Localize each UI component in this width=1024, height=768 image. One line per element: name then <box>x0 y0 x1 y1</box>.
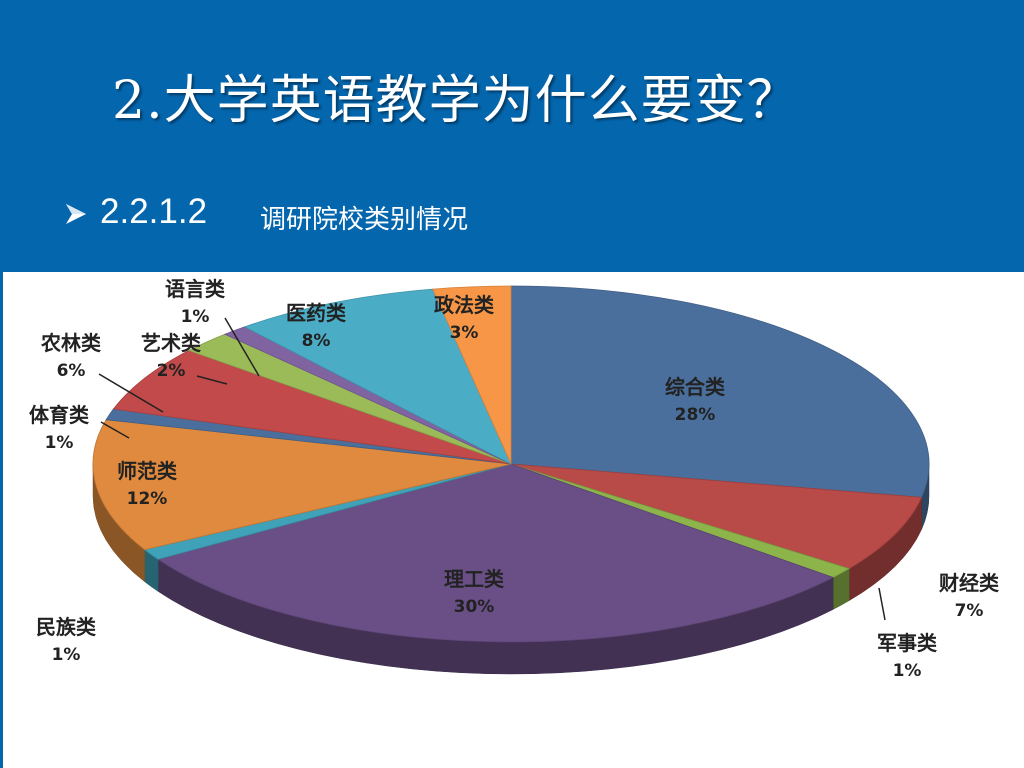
leader-line-2 <box>878 587 886 621</box>
slice-value-label-9: 1% <box>181 307 210 327</box>
slice-value-label-1: 7% <box>955 601 984 621</box>
data-labels: 综合类 28% 财经类 7% 军事类 1% 理工类 30% 民族类 1% 师范类 12% 体育类 1% 农林… <box>29 277 999 681</box>
slice-value-label-3: 30% <box>454 597 495 617</box>
leader-line-8 <box>196 375 228 385</box>
chart-area: 综合类 28% 财经类 7% 军事类 1% 理工类 30% 民族类 1% 师范类 12% 体育类 1% 农林… <box>0 272 1024 768</box>
pie-slice-0 <box>510 285 930 498</box>
slice-category-label-1: 财经类 <box>939 571 999 595</box>
slice-category-label-10: 医药类 <box>286 301 346 325</box>
leader-line-7 <box>98 373 164 413</box>
leader-line-9 <box>224 317 260 377</box>
slice-value-label-7: 6% <box>57 361 86 381</box>
arrow-bullet-icon <box>66 204 86 224</box>
leader-line-6 <box>100 421 130 439</box>
slice-category-label-0: 综合类 <box>665 375 725 399</box>
slice-category-label-8: 艺术类 <box>141 331 201 355</box>
pie-slice-3 <box>157 463 835 643</box>
slide-title: 2.大学英语教学为什么要变？ <box>112 71 800 131</box>
pie-slice-1 <box>510 463 923 570</box>
slice-category-label-3: 理工类 <box>444 567 504 591</box>
pie-slice-7 <box>112 350 512 465</box>
slice-value-label-11: 3% <box>450 323 479 343</box>
slide-header: 2.大学英语教学为什么要变？ 2.2.1.2 调研院校类别情况 <box>0 0 1024 272</box>
slice-value-label-6: 1% <box>45 433 74 453</box>
slice-category-label-5: 师范类 <box>117 459 177 483</box>
slice-value-label-8: 2% <box>157 361 186 381</box>
slice-category-label-9: 语言类 <box>165 277 225 301</box>
slice-category-label-4: 民族类 <box>36 615 96 639</box>
leader-lines <box>98 317 886 621</box>
slice-category-label-2: 军事类 <box>877 631 937 655</box>
pie-slice-11 <box>432 285 512 465</box>
pie-chart: 综合类 28% 财经类 7% 军事类 1% 理工类 30% 民族类 1% 师范类 12% 体育类 1% 农林… <box>29 277 999 681</box>
bullet-number: 2.2.1.2 <box>100 192 208 231</box>
bullet-text: 调研院校类别情况 <box>260 205 469 235</box>
slice-category-label-6: 体育类 <box>29 403 89 427</box>
pie-sides <box>92 463 930 675</box>
slice-category-label-11: 政法类 <box>434 293 494 317</box>
pie-slices <box>92 285 930 643</box>
slice-category-label-7: 农林类 <box>40 331 101 355</box>
slice-value-label-5: 12% <box>127 489 168 509</box>
slice-value-label-10: 8% <box>302 331 331 351</box>
slice-value-label-4: 1% <box>52 645 81 665</box>
pie-slice-10 <box>243 288 512 465</box>
pie-slice-5 <box>92 419 512 551</box>
slice-value-label-2: 1% <box>893 661 922 681</box>
slice-value-label-0: 28% <box>675 405 716 425</box>
